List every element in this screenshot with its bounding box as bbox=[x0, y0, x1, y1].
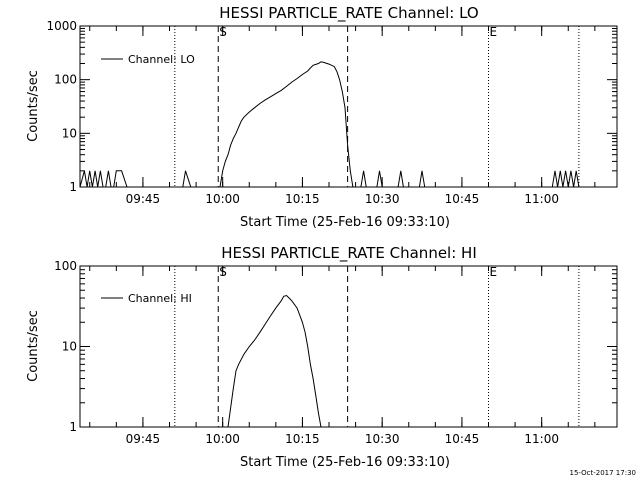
time-markers bbox=[174, 26, 580, 187]
x-tick-label: 10:00 bbox=[205, 192, 240, 206]
y-tick-label: 1 bbox=[69, 180, 77, 194]
x-ticks: 09:45 10:00 10:15 10:30 10:45 11:00 bbox=[89, 266, 596, 446]
y-tick-label: 10 bbox=[62, 340, 77, 354]
y-tick-label: 10 bbox=[62, 126, 77, 140]
marker-label-end: E bbox=[490, 265, 498, 279]
x-axis-label: Start Time (25-Feb-16 09:33:10) bbox=[240, 215, 450, 230]
time-markers bbox=[174, 266, 580, 427]
x-axis-label: Start Time (25-Feb-16 09:33:10) bbox=[240, 455, 450, 470]
y-axis-label: Counts/sec bbox=[26, 70, 41, 142]
y-ticks: 1 10 100 1000 bbox=[46, 19, 617, 194]
marker-label-end: E bbox=[490, 25, 498, 39]
marker-label-start: S bbox=[219, 265, 227, 279]
y-tick-label: 100 bbox=[54, 73, 77, 87]
timestamp: 15-Oct-2017 17:30 bbox=[570, 469, 636, 477]
legend: Channel: HI bbox=[101, 292, 192, 305]
series-line bbox=[227, 294, 322, 428]
chart-title: HESSI PARTICLE_RATE Channel: LO bbox=[219, 4, 478, 23]
x-tick-label: 10:15 bbox=[285, 192, 320, 206]
panel-hi: HESSI PARTICLE_RATE Channel: HI 09:45 10:… bbox=[26, 244, 618, 470]
x-tick-label: 11:00 bbox=[524, 432, 559, 446]
marker-label-start: S bbox=[219, 25, 227, 39]
x-tick-label: 10:15 bbox=[285, 432, 320, 446]
y-ticks: 1 10 100 bbox=[54, 259, 617, 434]
x-tick-label: 10:30 bbox=[365, 432, 400, 446]
x-tick-label: 10:45 bbox=[445, 192, 480, 206]
x-tick-label: 09:45 bbox=[126, 192, 161, 206]
x-ticks: 09:45 10:00 10:15 10:30 10:45 11:00 bbox=[89, 26, 596, 206]
series-line bbox=[79, 61, 580, 188]
x-tick-label: 10:00 bbox=[205, 432, 240, 446]
y-tick-label: 1 bbox=[69, 420, 77, 434]
x-tick-label: 10:45 bbox=[445, 432, 480, 446]
x-tick-label: 11:00 bbox=[524, 192, 559, 206]
x-tick-label: 10:30 bbox=[365, 192, 400, 206]
y-axis-label: Counts/sec bbox=[26, 310, 41, 382]
panel-lo: HESSI PARTICLE_RATE Channel: LO 09:45 10:… bbox=[26, 4, 618, 230]
y-tick-label: 1000 bbox=[46, 19, 77, 33]
legend-entry: Channel: LO bbox=[128, 53, 195, 66]
legend-entry: Channel: HI bbox=[128, 292, 192, 305]
legend: Channel: LO bbox=[101, 53, 195, 66]
chart-title: HESSI PARTICLE_RATE Channel: HI bbox=[221, 244, 477, 263]
x-tick-label: 09:45 bbox=[126, 432, 161, 446]
y-tick-label: 100 bbox=[54, 259, 77, 273]
plot-frame bbox=[79, 25, 618, 188]
